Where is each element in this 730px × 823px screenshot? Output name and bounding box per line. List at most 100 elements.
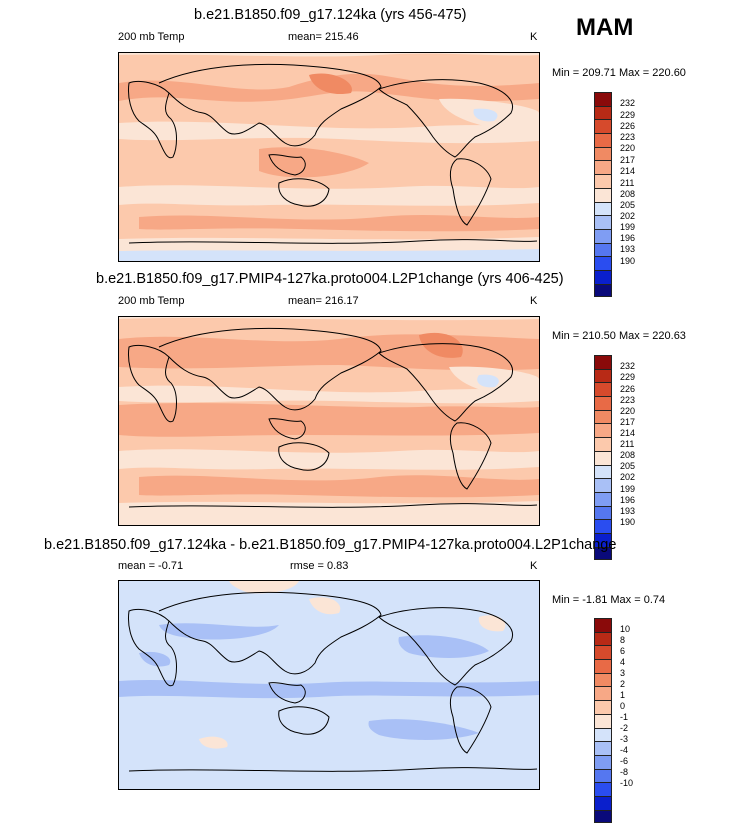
p3-cb-label-4: 3	[620, 668, 626, 678]
panel3-colorbar	[594, 618, 612, 823]
p2-cb-label-2: 226	[620, 384, 636, 394]
p2-cb-swatch-5	[594, 423, 612, 438]
coast-north-america	[378, 79, 513, 158]
p2-cb-swatch-13	[594, 532, 612, 547]
p3-cb-swatch-8	[594, 727, 612, 742]
p2-cb-label-8: 208	[620, 450, 636, 460]
panel3-cool-patch-asia	[159, 623, 279, 640]
p3-cb-label-2: 6	[620, 646, 626, 656]
p3-cb-label-9: -2	[620, 723, 629, 733]
panel3-title: b.e21.B1850.f09_g17.124ka - b.e21.B1850.…	[44, 537, 617, 553]
p2-cb-swatch-1	[594, 368, 612, 383]
panel2-mean: mean= 216.17	[288, 295, 359, 307]
p2-cb-label-3: 223	[620, 395, 636, 405]
p3-cb-label-8: -1	[620, 712, 629, 722]
coast-south-america	[449, 686, 492, 754]
panel1-coastlines	[128, 63, 538, 244]
coast-australia	[278, 442, 330, 471]
p1-cb-swatch-3	[594, 133, 612, 147]
panel1-mean: mean= 215.46	[288, 31, 359, 43]
p1-cb-label-12: 196	[620, 233, 636, 243]
panel1-polar-cap-north	[119, 53, 539, 57]
p2-cb-swatch-0	[594, 355, 612, 369]
p2-cb-label-4: 220	[620, 406, 636, 416]
coast-north-america	[378, 343, 513, 422]
p1-cb-label-0: 232	[620, 98, 636, 108]
p2-cb-swatch-12	[594, 519, 612, 533]
p3-cb-swatch-7	[594, 713, 612, 728]
coast-antarctica	[128, 503, 538, 508]
panel2-warm-band-tropics	[119, 403, 539, 437]
p1-cb-label-2: 226	[620, 121, 636, 131]
coast-eurasia	[158, 327, 382, 411]
panel2-field-svg	[119, 317, 539, 525]
p3-cb-label-5: 2	[620, 679, 626, 689]
panel2-coastlines	[128, 327, 538, 508]
p1-cb-swatch-9	[594, 215, 612, 229]
p1-cb-swatch-14	[594, 283, 612, 298]
panel2-colorbar	[594, 355, 612, 561]
panel1-minmax: Min = 209.71 Max = 220.60	[552, 67, 686, 79]
p3-cb-label-14: -10	[620, 778, 634, 788]
p2-cb-label-5: 217	[620, 417, 636, 427]
p3-cb-swatch-1	[594, 631, 612, 646]
panel2-title: b.e21.B1850.f09_g17.PMIP4-127ka.proto004…	[96, 271, 564, 287]
panel1-colorbar	[594, 92, 612, 298]
p3-cb-swatch-12	[594, 782, 612, 796]
p3-cb-swatch-3	[594, 659, 612, 673]
panel2-warm-band-south	[139, 475, 539, 498]
panel2-polar-cap-north	[119, 317, 539, 321]
p1-cb-swatch-0	[594, 92, 612, 106]
coast-south-america	[449, 422, 492, 490]
p3-cb-label-3: 4	[620, 657, 626, 667]
panel2-cool-band-subtropics	[119, 385, 539, 404]
p2-cb-swatch-10	[594, 491, 612, 506]
p3-cb-label-11: -4	[620, 745, 629, 755]
coast-south-america	[449, 158, 492, 226]
p1-cb-swatch-7	[594, 187, 612, 202]
p3-cb-swatch-0	[594, 618, 612, 632]
panel3-units: K	[530, 560, 538, 572]
p3-cb-label-0: 10	[620, 624, 631, 634]
p1-cb-label-7: 211	[620, 178, 635, 188]
p1-cb-label-11: 199	[620, 222, 636, 232]
p3-cb-label-13: -8	[620, 767, 629, 777]
panel3-cool-band-tropics	[119, 680, 539, 699]
p1-cb-label-6: 214	[620, 166, 636, 176]
p1-cb-swatch-10	[594, 228, 612, 243]
panel1-variable: 200 mb Temp	[118, 31, 185, 43]
p2-cb-label-13: 193	[620, 506, 636, 516]
p3-cb-label-1: 8	[620, 635, 626, 645]
panel3-map	[118, 580, 540, 790]
coast-antarctica	[128, 767, 538, 772]
p2-cb-label-10: 202	[620, 472, 636, 482]
p2-cb-swatch-11	[594, 505, 612, 520]
coast-australia	[278, 178, 330, 207]
coast-eurasia	[158, 63, 382, 147]
panel1-map	[118, 52, 540, 262]
panel3-cool-patch-africa	[139, 651, 171, 667]
p1-cb-label-8: 208	[620, 189, 636, 199]
p1-cb-label-4: 220	[620, 143, 636, 153]
p2-cb-label-7: 211	[620, 439, 635, 449]
p1-cb-label-13: 193	[620, 244, 636, 254]
panel1-field-svg	[119, 53, 539, 261]
p2-cb-swatch-9	[594, 478, 612, 492]
p1-cb-label-14: 190	[620, 256, 636, 266]
p3-cb-swatch-13	[594, 795, 612, 810]
p1-cb-label-9: 205	[620, 200, 636, 210]
panel3-warm-patch-siberia	[309, 597, 341, 615]
p3-cb-label-6: 1	[620, 690, 626, 700]
p1-cb-swatch-11	[594, 242, 612, 257]
p2-cb-label-1: 229	[620, 372, 636, 382]
p1-cb-label-10: 202	[620, 211, 636, 221]
panel3-mean: mean = -0.71	[118, 560, 184, 572]
p2-cb-label-6: 214	[620, 428, 636, 438]
panel2-minmax: Min = 210.50 Max = 220.63	[552, 330, 686, 342]
panel1-warm-band-south	[139, 215, 539, 232]
p2-cb-label-11: 199	[620, 484, 636, 494]
p3-cb-label-10: -3	[620, 734, 629, 744]
p1-cb-label-1: 229	[620, 110, 636, 120]
panel2-warm-core-canada	[419, 332, 463, 358]
p3-cb-label-7: 0	[620, 701, 626, 711]
